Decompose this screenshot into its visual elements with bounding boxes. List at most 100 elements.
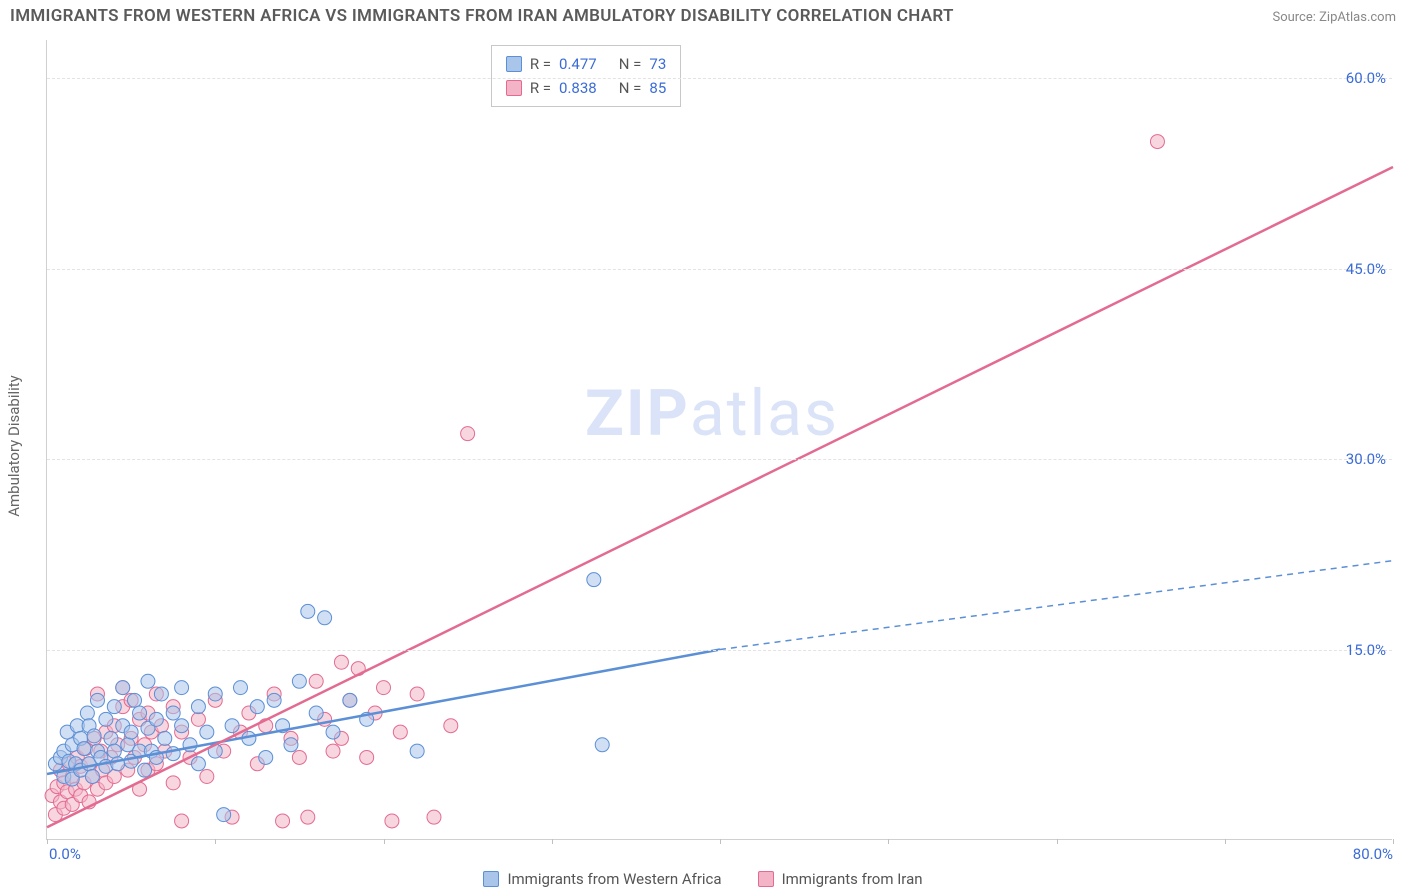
data-point: [208, 687, 222, 701]
data-point: [175, 681, 189, 695]
data-point: [587, 573, 601, 587]
data-point: [217, 808, 231, 822]
data-point: [154, 687, 168, 701]
legend-swatch: [758, 871, 774, 887]
regression-line-dashed: [720, 561, 1393, 650]
x-tick-label: 80.0%: [1353, 845, 1393, 863]
gridline: [47, 78, 1392, 79]
data-point: [326, 725, 340, 739]
stats-r-value: 0.838: [559, 76, 597, 100]
data-point: [107, 744, 121, 758]
stats-n-label: N =: [619, 52, 642, 76]
data-point: [427, 810, 441, 824]
data-point: [410, 744, 424, 758]
data-point: [292, 750, 306, 764]
chart-title: IMMIGRANTS FROM WESTERN AFRICA VS IMMIGR…: [10, 6, 954, 26]
plot-area: ZIPatlas R = 0.477N = 73R = 0.838N = 85 …: [46, 40, 1392, 840]
data-point: [149, 712, 163, 726]
data-point: [90, 693, 104, 707]
data-point: [175, 719, 189, 733]
data-point: [138, 763, 152, 777]
data-point: [200, 770, 214, 784]
data-point: [1150, 135, 1164, 149]
data-point: [77, 742, 91, 756]
data-point: [410, 687, 424, 701]
plot-svg: [47, 40, 1392, 839]
data-point: [595, 738, 609, 752]
legend-label: Immigrants from Western Africa: [507, 870, 721, 888]
x-tick-mark: [1057, 839, 1058, 844]
data-point: [250, 700, 264, 714]
data-point: [141, 674, 155, 688]
legend-item: Immigrants from Western Africa: [483, 870, 721, 888]
data-point: [166, 706, 180, 720]
data-point: [80, 706, 94, 720]
data-point: [292, 674, 306, 688]
stats-r-value: 0.477: [559, 52, 597, 76]
stats-n-label: N =: [619, 76, 642, 100]
data-point: [175, 814, 189, 828]
data-point: [158, 731, 172, 745]
x-tick-mark: [215, 839, 216, 844]
data-point: [385, 814, 399, 828]
data-point: [166, 776, 180, 790]
x-tick-label: 0.0%: [49, 845, 81, 863]
stats-legend-box: R = 0.477N = 73R = 0.838N = 85: [491, 45, 681, 107]
data-point: [377, 681, 391, 695]
data-point: [267, 693, 281, 707]
data-point: [225, 719, 239, 733]
stats-row: R = 0.838N = 85: [506, 76, 666, 100]
stats-row: R = 0.477 N = 73: [506, 52, 666, 76]
data-point: [461, 427, 475, 441]
x-tick-mark: [888, 839, 889, 844]
data-point: [85, 770, 99, 784]
data-point: [309, 706, 323, 720]
x-tick-mark: [384, 839, 385, 844]
data-point: [318, 611, 332, 625]
data-point: [133, 706, 147, 720]
data-point: [191, 700, 205, 714]
legend-item: Immigrants from Iran: [758, 870, 923, 888]
data-point: [343, 693, 357, 707]
x-tick-mark: [720, 839, 721, 844]
data-point: [393, 725, 407, 739]
data-point: [301, 810, 315, 824]
title-bar: IMMIGRANTS FROM WESTERN AFRICA VS IMMIGR…: [10, 6, 1396, 26]
data-point: [127, 693, 141, 707]
data-point: [326, 744, 340, 758]
data-point: [309, 674, 323, 688]
y-tick-label: 60.0%: [1346, 69, 1386, 87]
data-point: [301, 604, 315, 618]
legend-swatch: [506, 56, 522, 72]
gridline: [47, 459, 1392, 460]
legend-swatch: [483, 871, 499, 887]
data-point: [116, 681, 130, 695]
gridline: [47, 650, 1392, 651]
legend-label: Immigrants from Iran: [782, 870, 923, 888]
data-point: [360, 750, 374, 764]
data-point: [233, 681, 247, 695]
data-point: [444, 719, 458, 733]
data-point: [284, 738, 298, 752]
x-tick-mark: [1225, 839, 1226, 844]
y-tick-label: 30.0%: [1346, 450, 1386, 468]
data-point: [124, 725, 138, 739]
data-point: [104, 731, 118, 745]
data-point: [191, 712, 205, 726]
y-axis-label: Ambulatory Disability: [5, 375, 23, 517]
data-point: [87, 729, 101, 743]
legend-swatch: [506, 80, 522, 96]
source-label: Source: ZipAtlas.com: [1272, 10, 1396, 25]
data-point: [200, 725, 214, 739]
x-tick-mark: [552, 839, 553, 844]
data-point: [259, 750, 273, 764]
stats-r-label: R =: [530, 52, 551, 76]
data-point: [107, 700, 121, 714]
gridline: [47, 269, 1392, 270]
data-point: [99, 712, 113, 726]
stats-n-value: 73: [649, 52, 666, 76]
data-point: [276, 814, 290, 828]
x-tick-mark: [47, 839, 48, 844]
stats-r-label: R =: [530, 76, 551, 100]
regression-line: [47, 167, 1393, 827]
